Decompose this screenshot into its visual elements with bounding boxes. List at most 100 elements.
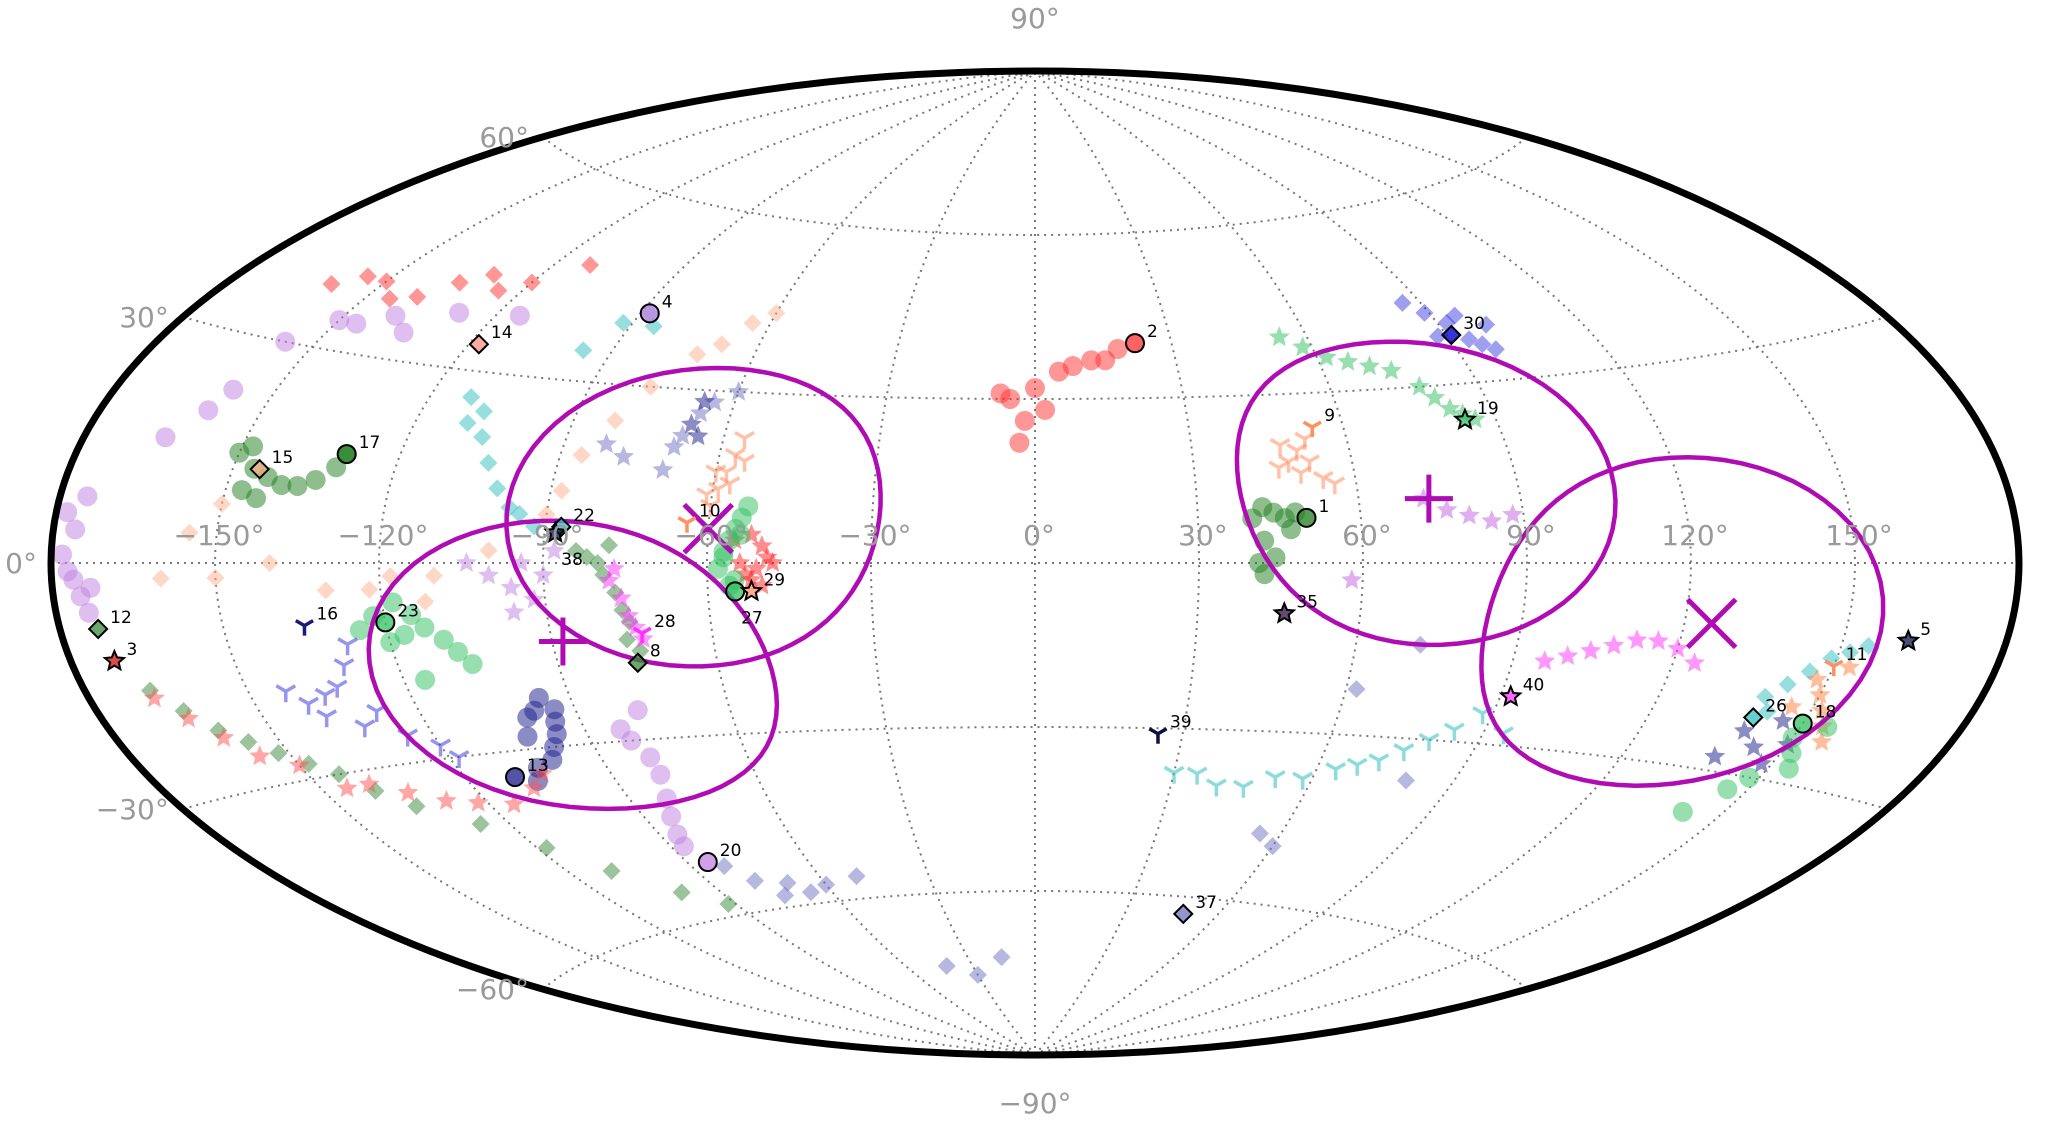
data-point (337, 637, 358, 656)
source-label: 27 (741, 608, 763, 628)
lon-tick-label: 120° (1661, 519, 1728, 552)
data-point (523, 777, 545, 797)
data-point (937, 956, 956, 975)
meridian-line (1034, 70, 1201, 1056)
source-label: 18 (1815, 703, 1837, 723)
data-point (393, 322, 414, 343)
source-label: 26 (1765, 696, 1787, 716)
data-point (517, 707, 538, 728)
data-point (1841, 643, 1860, 662)
data-point (326, 679, 348, 698)
data-point (57, 502, 78, 523)
source-label: 13 (527, 756, 549, 776)
data-point (618, 604, 639, 625)
data-point (1035, 399, 1056, 420)
data-point (1772, 710, 1794, 730)
data-point (77, 486, 98, 507)
data-point (1337, 350, 1359, 371)
data-point (1603, 634, 1625, 655)
data-point (705, 464, 727, 483)
data-point (1647, 630, 1669, 650)
source-marker (102, 648, 127, 672)
data-point (661, 806, 682, 827)
data-point (734, 453, 755, 472)
data-point (1316, 346, 1337, 367)
data-point (641, 377, 660, 396)
data-point (990, 383, 1011, 404)
source-label: 1 (1319, 497, 1330, 517)
data-point (673, 836, 694, 857)
data-point (143, 687, 165, 708)
data-point (778, 873, 797, 892)
data-point (223, 379, 244, 400)
data-point (602, 861, 621, 880)
data-point (382, 592, 403, 613)
data-point (1809, 684, 1831, 704)
data-point (743, 314, 762, 333)
lon-tick-label: 150° (1825, 519, 1892, 552)
data-point (687, 425, 709, 446)
region-center-plus (538, 617, 587, 666)
data-point (213, 726, 235, 747)
data-point (314, 687, 336, 706)
lon-tick-label: −60° (674, 519, 747, 552)
data-point (1280, 519, 1301, 540)
parallel-line (542, 890, 1528, 990)
data-point (1025, 378, 1045, 399)
data-point (329, 765, 348, 784)
source-label: 15 (272, 448, 294, 468)
data-point (433, 629, 454, 650)
data-point (458, 414, 477, 433)
data-point (354, 719, 376, 738)
data-point (1341, 569, 1363, 589)
source-label: 20 (720, 841, 742, 861)
data-point (424, 566, 443, 585)
source-label: 11 (1846, 645, 1868, 665)
source-label: 8 (650, 642, 661, 662)
data-point (1750, 752, 1772, 773)
data-point (581, 255, 600, 274)
source-marker (627, 652, 649, 674)
data-point (1095, 350, 1116, 371)
lon-tick-label: −120° (338, 519, 429, 552)
data-point (510, 504, 529, 523)
data-point (485, 265, 504, 284)
meridian-line (213, 70, 1036, 1056)
data-point (1460, 330, 1479, 349)
source-label: 2 (1147, 322, 1158, 342)
lon-tick-label: −150° (174, 519, 265, 552)
data-point (1081, 350, 1102, 371)
data-point (712, 335, 731, 354)
data-point (269, 744, 288, 763)
data-point (1269, 437, 1291, 457)
data-point (260, 554, 279, 572)
tick-labels: −150° −120° −90° −60° −30° 0° 30° 60° 90° 120° 150… (5, 2, 1893, 1120)
data-point (346, 313, 367, 334)
data-point (246, 488, 267, 509)
data-point (1458, 504, 1480, 525)
data-point (1481, 510, 1503, 530)
data-point (1346, 757, 1368, 776)
source-marker (697, 852, 718, 873)
lat-tick-label: 90° (1010, 2, 1060, 35)
source-label: 23 (397, 601, 419, 621)
data-point (430, 738, 451, 757)
data-point (408, 287, 427, 306)
source-label: 37 (1195, 893, 1217, 913)
source-marker (1498, 683, 1523, 707)
data-point (572, 446, 591, 465)
source-label: 22 (573, 506, 595, 526)
map-frame (47, 67, 2023, 1059)
data-point (377, 272, 396, 291)
data-point (1684, 652, 1705, 672)
lon-tick-label: −30° (838, 519, 911, 552)
source-marker (336, 444, 357, 465)
data-point (1268, 460, 1290, 479)
source-label: 40 (1523, 676, 1545, 696)
data-point (212, 494, 231, 513)
data-point (239, 733, 258, 752)
source-label: 16 (316, 605, 338, 625)
data-point (689, 402, 711, 423)
region-ellipse (1234, 339, 1618, 648)
data-point (385, 305, 406, 326)
